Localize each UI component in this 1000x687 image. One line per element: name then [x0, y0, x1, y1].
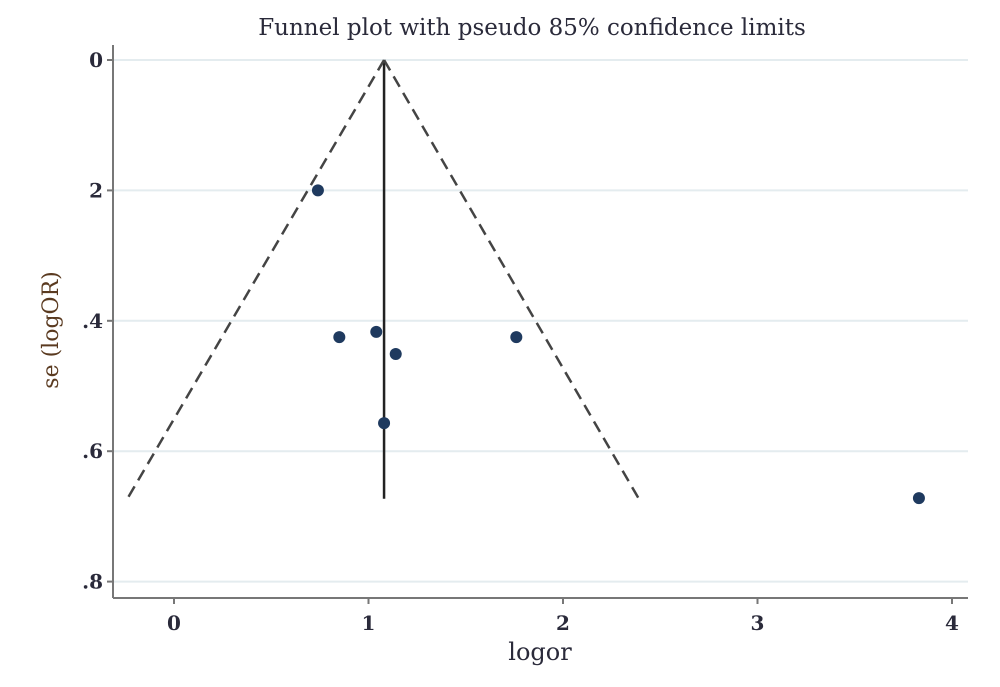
upper-confidence-limit-line — [382, 59, 640, 500]
study-point — [370, 325, 383, 338]
study-point — [389, 348, 402, 361]
y-tick-label: 2 — [89, 178, 103, 202]
lower-confidence-limit-line — [126, 59, 386, 500]
x-tick-label: 0 — [167, 611, 181, 635]
chart-title: Funnel plot with pseudo 85% confidence l… — [258, 15, 806, 41]
y-tick-label: .8 — [82, 570, 103, 594]
y-tick-label: 0 — [89, 48, 103, 72]
study-point — [333, 331, 346, 344]
x-tick-label: 3 — [751, 611, 765, 635]
x-axis-label: logor — [508, 638, 572, 666]
study-point — [912, 492, 925, 505]
y-tick-label: .6 — [82, 439, 103, 463]
x-tick-label: 1 — [362, 611, 376, 635]
y-axis-label: se (logOR) — [39, 271, 64, 388]
x-tick-label: 4 — [945, 611, 959, 635]
study-point — [510, 331, 523, 344]
x-tick-label: 2 — [556, 611, 570, 635]
study-point — [311, 184, 324, 197]
study-point — [378, 417, 391, 430]
y-tick-label: .4 — [82, 309, 103, 333]
